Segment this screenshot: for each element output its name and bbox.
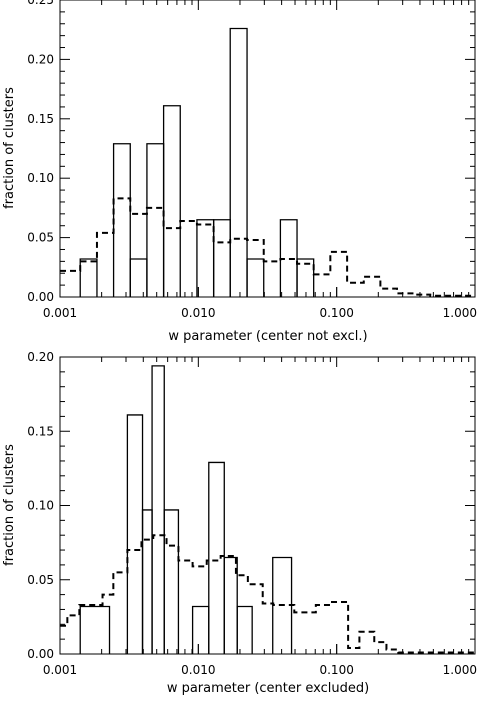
top-dashed-step-line (60, 197, 475, 297)
bottom-solid-bar-10 (236, 605, 253, 654)
top-dashed-series (60, 197, 475, 297)
bottom-solid-bar-8 (208, 461, 225, 654)
bottom-y-tick-label: 0.20 (27, 350, 54, 364)
bottom-solid-bar-2 (126, 414, 144, 654)
top-y-axis-label: fraction of clusters (2, 87, 17, 209)
bottom-y-tick-label: 0.05 (27, 573, 54, 587)
top-solid-series (79, 27, 315, 297)
bottom-dashed-step-line (60, 534, 475, 654)
top-y-tick-label: 0.05 (27, 231, 54, 245)
bottom-solid-bar-9 (223, 556, 238, 654)
top-solid-bar-4 (146, 143, 165, 297)
top-solid-bar-7 (196, 219, 215, 297)
top-y-tick-label: 0.00 (27, 290, 54, 304)
top-x-tick-label: 0.100 (319, 306, 353, 320)
bottom-x-tick-label: 1.000 (443, 663, 477, 677)
top-solid-bar-0 (79, 258, 98, 297)
bottom-solid-bar-5 (163, 509, 180, 654)
bottom-x-tick-label: 0.001 (43, 663, 77, 677)
bottom-dashed-series (60, 534, 475, 654)
top-solid-bar-3 (129, 258, 148, 297)
bottom-x-axis-label: w parameter (center excluded) (167, 681, 369, 696)
top-x-tick-label: 0.001 (43, 306, 77, 320)
top-plot-frame (59, 0, 476, 298)
top-solid-bar-9 (229, 27, 248, 297)
top-x-ticks: 0.001 0.010 0.100 1.000 (43, 0, 477, 320)
top-x-tick-label: 0.010 (181, 306, 215, 320)
top-solid-bar-10 (246, 258, 265, 297)
top-y-ticks: 0.00 0.05 0.10 0.15 0.20 0.25 (27, 0, 475, 304)
bottom-solid-bar-0 (79, 605, 111, 654)
bottom-solid-series (79, 365, 293, 654)
bottom-y-tick-label: 0.15 (27, 424, 54, 438)
bottom-y-tick-label: 0.10 (27, 499, 54, 513)
top-x-axis-label: w parameter (center not excl.) (168, 329, 367, 344)
bottom-solid-bar-7 (191, 605, 210, 654)
top-solid-bar-5 (162, 105, 181, 297)
top-y-tick-label: 0.15 (27, 112, 54, 126)
bottom-x-tick-label: 0.100 (319, 663, 353, 677)
top-solid-bar-8 (212, 219, 231, 297)
bottom-plot-frame (59, 356, 476, 655)
bottom-solid-bar-3 (141, 509, 153, 654)
bottom-solid-bar-4 (151, 365, 165, 654)
top-y-tick-label: 0.25 (27, 0, 54, 7)
top-histogram-panel: 0.001 0.010 0.100 1.000 0.00 0.05 0.10 0.15 0.2… (2, 0, 477, 344)
bottom-y-tick-label: 0.00 (27, 647, 54, 661)
top-solid-bar-13 (296, 258, 315, 297)
bottom-histogram-panel: 0.001 0.010 0.100 1.000 0.00 0.05 0.10 0.15 0.2… (2, 350, 477, 696)
bottom-x-tick-label: 0.010 (181, 663, 215, 677)
bottom-y-axis-label: fraction of clusters (2, 444, 17, 566)
top-x-tick-label: 1.000 (443, 306, 477, 320)
top-solid-bar-2 (112, 143, 131, 297)
top-y-tick-label: 0.20 (27, 52, 54, 66)
top-y-tick-label: 0.10 (27, 171, 54, 185)
bottom-y-ticks: 0.00 0.05 0.10 0.15 0.20 (27, 350, 475, 661)
bottom-x-ticks: 0.001 0.010 0.100 1.000 (43, 357, 477, 677)
